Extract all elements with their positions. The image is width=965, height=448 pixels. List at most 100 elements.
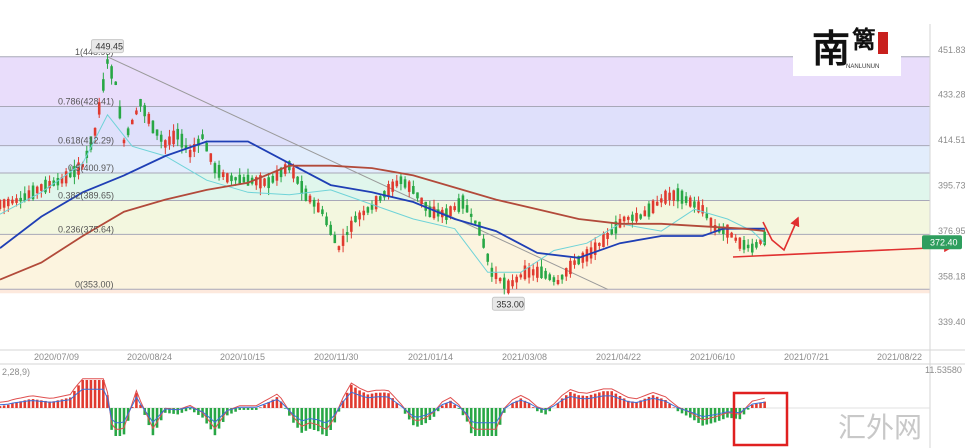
macd-bar	[577, 395, 580, 408]
fib-band	[0, 145, 930, 174]
candle-body	[556, 279, 560, 285]
macd-fast-line	[0, 378, 765, 430]
candle-body	[548, 274, 552, 280]
macd-bar	[44, 400, 47, 408]
macd-bar	[6, 404, 10, 408]
candle-body	[639, 214, 642, 219]
macd-bar	[35, 399, 39, 408]
candle-body	[114, 81, 118, 85]
logo-subtitle: NANLUNUN	[846, 64, 879, 70]
macd-bar	[639, 400, 642, 408]
candle-body	[705, 213, 709, 219]
macd-bar	[267, 402, 270, 408]
macd-bar	[759, 402, 762, 408]
candle-body	[598, 242, 601, 246]
fib-band	[0, 200, 930, 235]
candle-body	[221, 172, 225, 178]
candle-body	[31, 185, 35, 200]
macd-bar	[143, 408, 146, 415]
candle-body	[697, 201, 700, 213]
fib-label: 0.786(428.41)	[58, 97, 114, 107]
candle-body	[89, 136, 93, 150]
macd-bar	[246, 408, 250, 410]
price-tick-label: 395.73	[938, 181, 965, 191]
macd-bar	[622, 398, 626, 408]
candle-body	[329, 224, 332, 235]
candle-body	[333, 234, 337, 244]
candle-body	[168, 136, 171, 145]
macd-bar	[2, 405, 6, 408]
macd-bar	[598, 392, 601, 408]
macd-bar	[453, 404, 456, 408]
date-tick-label: 2020/10/15	[220, 352, 265, 362]
high-label: 449.45	[95, 42, 123, 52]
fibonacci-bands	[0, 56, 930, 294]
candle-body	[626, 216, 630, 220]
watermark: 汇外网	[838, 411, 922, 444]
candle-body	[44, 179, 47, 193]
date-tick-label: 2021/01/14	[408, 352, 453, 362]
candle-body	[378, 196, 382, 201]
macd-bar	[283, 408, 287, 409]
macd-bar	[486, 408, 490, 436]
candle-body	[77, 162, 80, 175]
candle-body	[2, 199, 6, 208]
macd-bar	[354, 387, 357, 408]
candle-body	[40, 184, 43, 191]
candle-body	[354, 215, 357, 223]
candle-body	[19, 197, 22, 202]
candle-body	[416, 192, 419, 199]
candle-body	[428, 206, 432, 218]
candle-body	[527, 267, 531, 278]
macd-bar	[717, 408, 721, 421]
logo-side-char: 篱	[852, 25, 876, 54]
candle-body	[275, 171, 279, 181]
macd-bar	[585, 396, 589, 408]
candle-body	[230, 175, 233, 182]
macd-bar	[387, 393, 390, 408]
candle-body	[672, 190, 676, 201]
candle-body	[651, 200, 655, 214]
candle-body	[197, 138, 200, 146]
candle-body	[383, 190, 386, 198]
macd-bar	[89, 380, 93, 408]
candle-body	[246, 174, 250, 186]
candle-body	[449, 206, 452, 217]
macd-bar	[370, 393, 374, 408]
candle-body	[254, 177, 258, 186]
macd-bar	[168, 408, 171, 414]
macd-bar	[77, 385, 80, 408]
macd-bar	[742, 408, 746, 415]
date-tick-label: 2021/07/21	[784, 352, 829, 362]
candle-body	[102, 79, 105, 91]
candle-body	[544, 270, 547, 279]
fib-band	[0, 106, 930, 146]
candle-body	[540, 266, 543, 279]
macd-params-label: 2,28,9)	[2, 367, 30, 377]
macd-bar	[93, 380, 97, 408]
candle-body	[300, 181, 304, 194]
date-axis: 2020/07/09 2020/08/24 2020/10/15 2020/11/30…	[34, 352, 922, 362]
candle-body	[403, 179, 407, 188]
candle-body	[110, 66, 113, 79]
candle-body	[631, 214, 634, 221]
macd-bar	[602, 391, 605, 408]
candle-body	[536, 266, 539, 278]
macd-bar	[19, 401, 22, 408]
macd-bar	[515, 400, 518, 408]
candle-body	[511, 280, 514, 287]
fib-label: 0.382(389.65)	[58, 190, 114, 200]
candle-body	[560, 274, 564, 280]
candle-body	[420, 197, 423, 205]
macd-bar	[540, 408, 543, 413]
macd-bar	[325, 408, 328, 436]
highlight-box	[732, 391, 789, 447]
macd-bar	[238, 408, 242, 410]
macd-bar	[60, 399, 64, 408]
macd-bar	[0, 406, 2, 408]
candle-body	[130, 119, 134, 125]
macd-bar	[226, 408, 229, 416]
macd-bar	[366, 394, 370, 408]
candle-body	[27, 190, 31, 200]
candle-body	[581, 252, 585, 263]
